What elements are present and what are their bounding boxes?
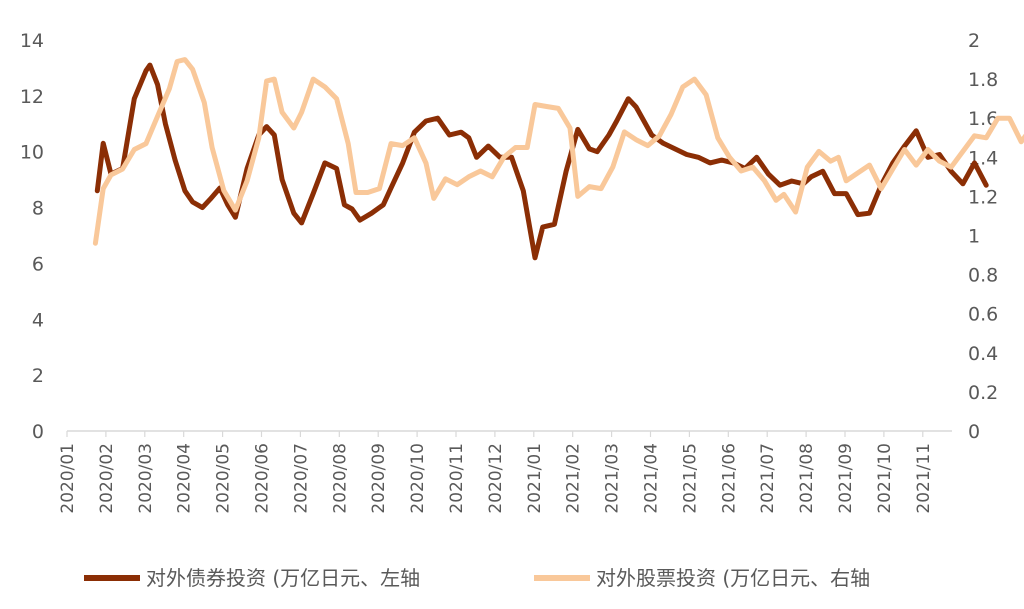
legend-label-bond: 对外债券投资 (万亿日元、左轴 [146,566,420,590]
y-left-tick-label: 6 [32,253,44,275]
x-tick-label: 2021/04 [642,443,662,514]
x-tick-label: 2021/03 [603,443,623,514]
x-tick-label: 2021/02 [564,443,584,514]
x-tick-label: 2021/06 [719,443,739,514]
x-tick-label: 2020/07 [291,443,311,514]
x-tick-label: 2021/05 [680,443,700,514]
y-left-tick-label: 10 [20,142,44,164]
x-tick-label: 2020/01 [58,443,78,514]
y-right-tick-label: 0.2 [968,382,998,404]
y-right-tick-label: 1.2 [968,186,998,208]
legend: 对外债券投资 (万亿日元、左轴 对外股票投资 (万亿日元、右轴 [84,566,870,590]
y-left-tick-label: 12 [20,86,44,108]
x-tick-label: 2021/07 [758,443,778,514]
y-right-tick-label: 1.6 [968,108,998,130]
y-right-tick-label: 0.4 [968,343,998,365]
legend-label-stock: 对外股票投资 (万亿日元、右轴 [596,566,870,590]
y-right-tick-label: 0.6 [968,304,998,326]
x-tick-label: 2021/01 [525,443,545,514]
y-left-tick-label: 4 [32,309,44,331]
series-layer [92,57,1024,261]
x-tick-label: 2020/05 [214,443,234,514]
x-tick-label: 2021/08 [797,443,817,514]
x-tick-label: 2020/12 [486,443,506,514]
x-tick-label: 2020/11 [447,443,467,514]
y-left-tick-label: 14 [20,30,44,52]
x-tick-label: 2020/04 [175,443,195,514]
y-left-tick-label: 2 [32,365,44,387]
series-line-stock [92,57,1024,246]
x-tick-label: 2020/09 [369,443,389,514]
x-tick-label: 2020/03 [136,443,156,514]
x-tick-label: 2021/09 [836,443,856,514]
y-right-tick-label: 0.8 [968,265,998,287]
y-right-tick-label: 0 [968,421,980,443]
x-tick-label: 2020/08 [330,443,350,514]
axis-layer: 0246810121400.20.40.60.811.21.41.61.8220… [20,30,998,514]
series-line-bond [94,62,989,261]
y-right-tick-label: 1.8 [968,69,998,91]
x-tick-label: 2021/11 [914,443,934,514]
y-left-tick-label: 0 [32,421,44,443]
y-right-tick-label: 2 [968,30,980,52]
x-tick-label: 2020/02 [97,443,117,514]
y-right-tick-label: 1 [968,226,980,248]
y-left-tick-label: 8 [32,198,44,220]
x-tick-label: 2020/06 [253,443,273,514]
x-tick-label: 2021/10 [875,443,895,514]
x-tick-label: 2020/10 [408,443,428,514]
